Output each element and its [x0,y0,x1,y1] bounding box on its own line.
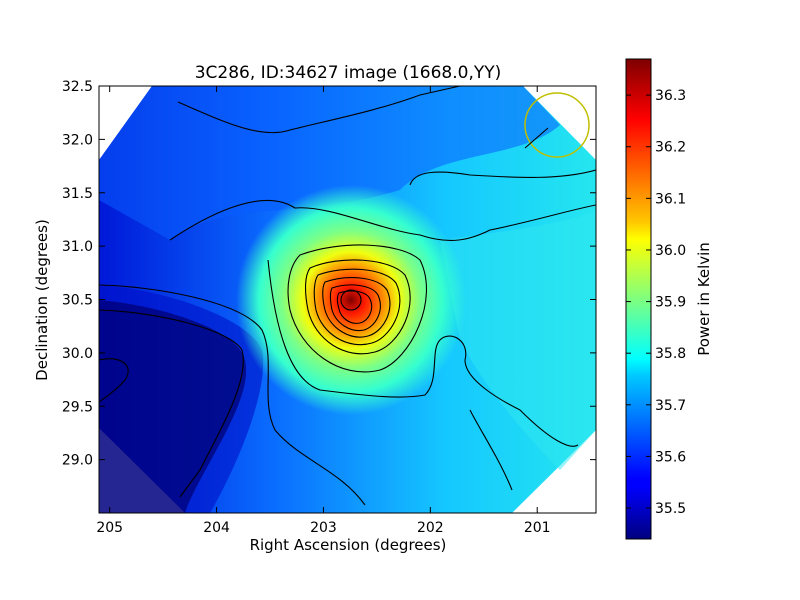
y-axis-ticks: 29.0 29.5 30.0 30.5 31.0 31.5 32.0 32.5 [62,79,596,469]
x-tick-label: 205 [96,520,123,536]
colorbar-tick-label: 35.7 [655,398,686,414]
y-tick-label: 30.0 [62,346,93,362]
colorbar-tick-label: 36.2 [655,140,686,156]
y-tick-label: 30.5 [62,293,93,309]
colorbar-tick-label: 36.0 [655,243,686,259]
x-tick-label: 202 [417,520,444,536]
heatmap-image [99,86,596,513]
beam-circle [524,92,590,158]
y-tick-label: 29.0 [62,453,93,469]
x-tick-label: 203 [310,520,337,536]
colorbar-tick-label: 35.6 [655,449,686,465]
chart-title: 3C286, ID:34627 image (1668.0,YY) [195,63,502,83]
colorbar-tick-label: 36.3 [655,88,686,104]
colorbar [625,58,652,540]
y-tick-label: 32.0 [62,132,93,148]
y-tick-label: 32.5 [62,79,93,95]
colorbar-label: Power in Kelvin [695,242,713,356]
low-power-region [99,300,247,513]
colorbar-tick-label: 35.5 [655,501,686,517]
colorbar-ticks: 35.5 35.6 35.7 35.8 35.9 36.0 36.1 36.2 36.3 [626,88,686,517]
colorbar-tick-label: 36.1 [655,191,686,207]
y-tick-label: 29.5 [62,399,93,415]
colorbar-tick-label: 35.9 [655,295,686,311]
x-axis-ticks: 205 204 203 202 201 [96,86,551,536]
y-tick-label: 31.5 [62,186,93,202]
x-axis-label: Right Ascension (degrees) [250,536,447,554]
colorbar-tick-label: 35.8 [655,346,686,362]
contour-lines [99,86,596,506]
y-axis-label: Declination (degrees) [33,219,51,381]
x-tick-label: 201 [524,520,551,536]
x-tick-label: 204 [203,520,230,536]
y-tick-label: 31.0 [62,239,93,255]
